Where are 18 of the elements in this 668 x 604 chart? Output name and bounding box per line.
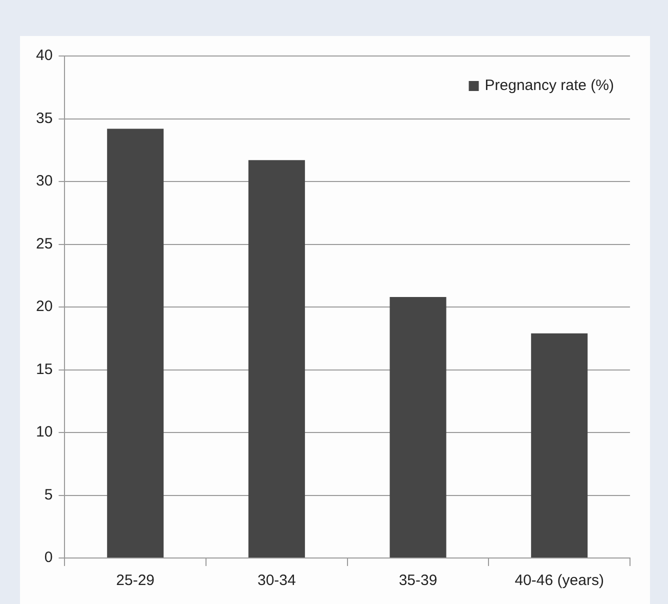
bar [248, 160, 305, 558]
x-tick-label: 40-46 (years) [514, 572, 604, 590]
y-tick-label: 0 [44, 549, 53, 566]
y-tick-label: 25 [36, 235, 53, 252]
legend-label: Pregnancy rate (%) [484, 77, 614, 94]
y-tick-label: 20 [36, 298, 53, 316]
bar [390, 296, 446, 558]
x-tick-label: 35-39 [398, 572, 438, 590]
x-tick-label: 30-34 [257, 572, 296, 590]
y-tick-label: 30 [36, 172, 53, 190]
x-tick-label: 25-29 [116, 572, 155, 590]
y-tick-label: 40 [36, 47, 53, 64]
y-tick-label: 10 [36, 424, 53, 441]
bar [531, 333, 588, 558]
y-tick-label: 5 [44, 486, 53, 504]
y-tick-label: 15 [36, 360, 53, 378]
y-tick-label: 35 [36, 110, 53, 127]
bar [107, 128, 164, 558]
